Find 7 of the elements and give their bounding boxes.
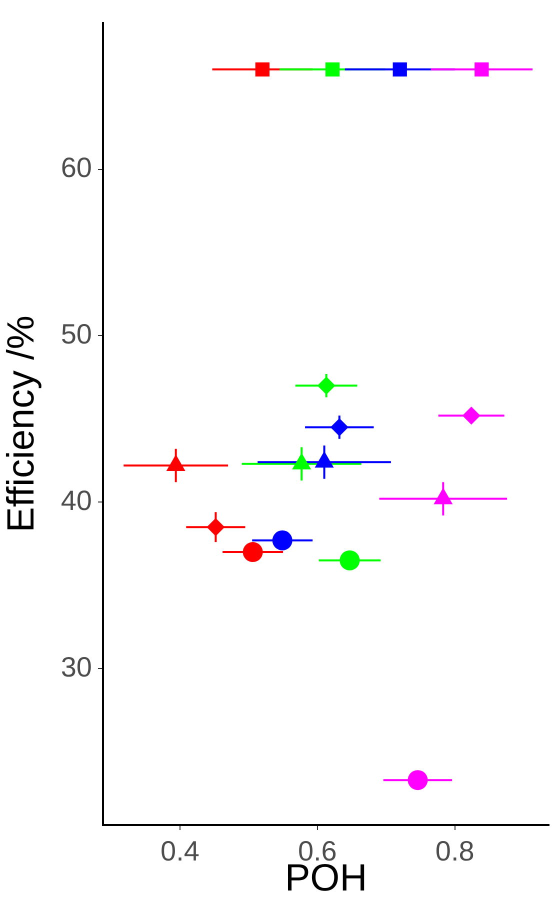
y-tick-label: 60 xyxy=(60,152,92,183)
x-tick-label: 0.4 xyxy=(160,836,200,867)
x-tick-label: 0.8 xyxy=(435,836,474,867)
y-tick-label: 30 xyxy=(60,651,92,682)
y-tick-label: 50 xyxy=(60,318,92,350)
y-axis-title: Efficiency /% xyxy=(0,315,42,532)
y-tick-label: 40 xyxy=(60,484,92,516)
